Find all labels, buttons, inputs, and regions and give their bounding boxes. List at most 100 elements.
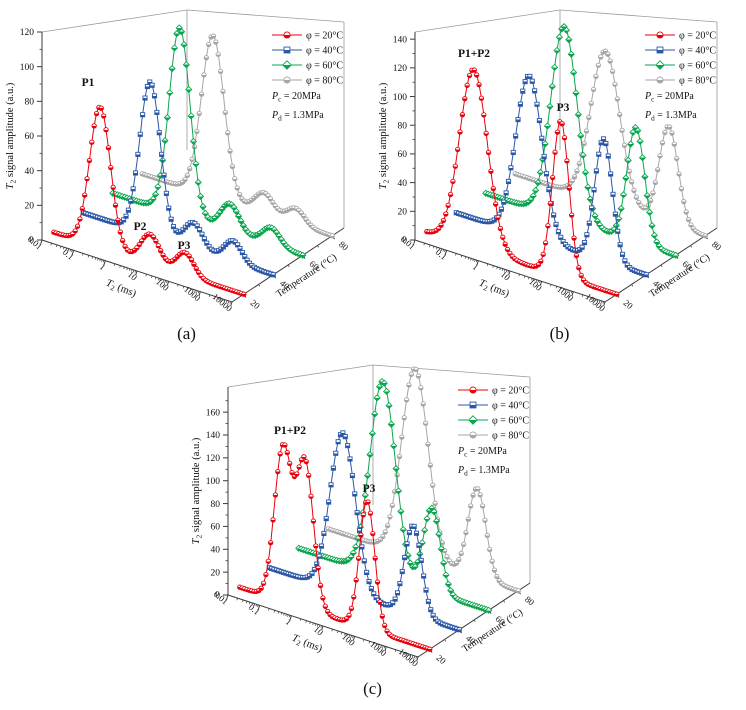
series-60c xyxy=(109,24,307,259)
condition-label: Pc = 20MPa xyxy=(457,446,507,458)
x-tick-label: 100 xyxy=(527,277,544,294)
x-tick-label: 1 xyxy=(471,262,481,273)
condition-label: Pd = 1.3MPa xyxy=(271,110,324,122)
legend-label: φ = 80°C xyxy=(492,430,529,441)
y-tick-label: 160 xyxy=(206,408,221,418)
caption-b: (b) xyxy=(549,324,570,343)
y-axis-title: T2 signal amplitude (a.u.) xyxy=(5,82,17,189)
peak-annotation: P2 xyxy=(134,221,147,233)
legend-label: φ = 40°C xyxy=(306,45,343,56)
y-tick-label: 100 xyxy=(393,93,408,103)
x-tick-label: 1 xyxy=(284,617,294,628)
x-tick-label: 10000 xyxy=(210,291,234,313)
series-40c xyxy=(266,430,462,633)
series-40c xyxy=(453,73,649,278)
condition-label: Pc = 20MPa xyxy=(644,91,694,103)
y-tick-label: 20 xyxy=(398,208,408,218)
legend-label: φ = 40°C xyxy=(492,400,529,411)
peak-annotation: P1+P2 xyxy=(458,48,490,60)
legend-label: φ = 20°C xyxy=(679,30,716,41)
x-tick-label: 10000 xyxy=(396,646,420,668)
x-tick-label: 1 xyxy=(98,262,108,273)
y-tick-label: 60 xyxy=(211,523,221,533)
x-tick-label: 10000 xyxy=(583,291,607,313)
y-axis-title: T2 signal amplitude (a.u.) xyxy=(191,437,203,544)
x-tick-label: 1000 xyxy=(555,284,576,304)
x-tick-label: 1000 xyxy=(368,639,389,659)
y-axis-title: T2 signal amplitude (a.u.) xyxy=(378,82,390,189)
x-tick-label: 100 xyxy=(154,277,171,294)
y-tick-label: 40 xyxy=(211,545,221,555)
legend-label: φ = 20°C xyxy=(306,30,343,41)
plot-frame xyxy=(227,364,531,658)
panel-a: 0 20 40 60 80 100 120 T2 signal amplitude (a.u.… xyxy=(0,0,373,355)
peak-annotation: P3 xyxy=(363,483,376,495)
series-60c xyxy=(295,377,493,614)
series-80c xyxy=(325,366,521,594)
legend-label: φ = 60°C xyxy=(492,415,529,426)
y-tick-label: 120 xyxy=(393,64,408,74)
z-tick-label: 80 xyxy=(337,239,351,253)
series-60c xyxy=(482,23,680,259)
panel-b: 0 20 40 60 80 100 120 140 T2 signal amplitude (a… xyxy=(373,0,746,355)
legend: φ = 20°C φ = 40°C φ = 60°C φ = 80°C Pc = 20M… xyxy=(271,30,343,122)
plot-a: 0 20 40 60 80 100 120 T2 signal amplitude (a.u.… xyxy=(5,9,351,314)
condition-label: Pd = 1.3MPa xyxy=(644,110,697,122)
y-tick-label: 100 xyxy=(20,63,35,73)
peak-annotation: P3 xyxy=(557,102,570,114)
series-40c xyxy=(80,79,276,278)
y-tick-label: 120 xyxy=(206,454,221,464)
z-tick-label: 20 xyxy=(435,653,449,667)
legend-label: φ = 60°C xyxy=(679,60,716,71)
caption-c: (c) xyxy=(363,679,382,698)
y-tick-label: 140 xyxy=(393,35,408,45)
plot-b: 0 20 40 60 80 100 120 140 T2 signal amplitude (a… xyxy=(378,9,724,314)
y-tick-label: 120 xyxy=(20,28,35,38)
y-tick-label: 40 xyxy=(398,179,408,189)
series-80c xyxy=(512,48,708,239)
z-tick-label: 80 xyxy=(523,594,537,608)
y-tick-label: 20 xyxy=(25,202,35,212)
peak-annotation: P3 xyxy=(178,240,191,252)
condition-label: Pd = 1.3MPa xyxy=(457,465,510,477)
y-axis: 0 20 40 60 80 100 120 140 160 T2 signal amplitude… xyxy=(191,400,228,601)
legend-label: φ = 40°C xyxy=(679,45,716,56)
condition-label: Pc = 20MPa xyxy=(271,91,321,103)
series-20c xyxy=(51,104,247,297)
legend-label: φ = 20°C xyxy=(492,385,529,396)
legend-label: φ = 60°C xyxy=(306,60,343,71)
z-axis-title: Temperature (°C) xyxy=(647,252,712,300)
z-axis-title: Temperature (°C) xyxy=(460,607,525,655)
legend-label: φ = 80°C xyxy=(679,75,716,86)
y-tick-label: 0 xyxy=(402,236,407,246)
y-tick-label: 60 xyxy=(25,132,35,142)
y-tick-label: 0 xyxy=(215,591,220,601)
z-axis-title: Temperature (°C) xyxy=(274,252,339,300)
y-tick-label: 40 xyxy=(25,167,35,177)
legend-label: φ = 80°C xyxy=(306,75,343,86)
panel-c: 0 20 40 60 80 100 120 140 160 T2 signal amplitude… xyxy=(186,355,559,710)
y-tick-label: 80 xyxy=(398,121,408,131)
y-tick-label: 60 xyxy=(398,150,408,160)
series-20c xyxy=(237,442,433,652)
caption-a: (a) xyxy=(177,324,196,343)
series-20c xyxy=(424,67,620,297)
y-tick-label: 100 xyxy=(206,477,221,487)
series-80c xyxy=(139,33,335,239)
peak-annotation: P1+P2 xyxy=(274,425,306,437)
y-axis: 0 20 40 60 80 100 120 T2 signal amplitude (a.u.… xyxy=(5,28,42,246)
annotations: P1+P2 P3 xyxy=(458,48,570,114)
y-tick-label: 80 xyxy=(25,98,35,108)
y-tick-label: 80 xyxy=(211,500,221,510)
x-tick-label: 100 xyxy=(340,632,357,649)
peak-annotation: P1 xyxy=(82,77,95,89)
y-tick-label: 0 xyxy=(29,236,34,246)
annotations: P1+P2 P3 xyxy=(274,425,376,495)
